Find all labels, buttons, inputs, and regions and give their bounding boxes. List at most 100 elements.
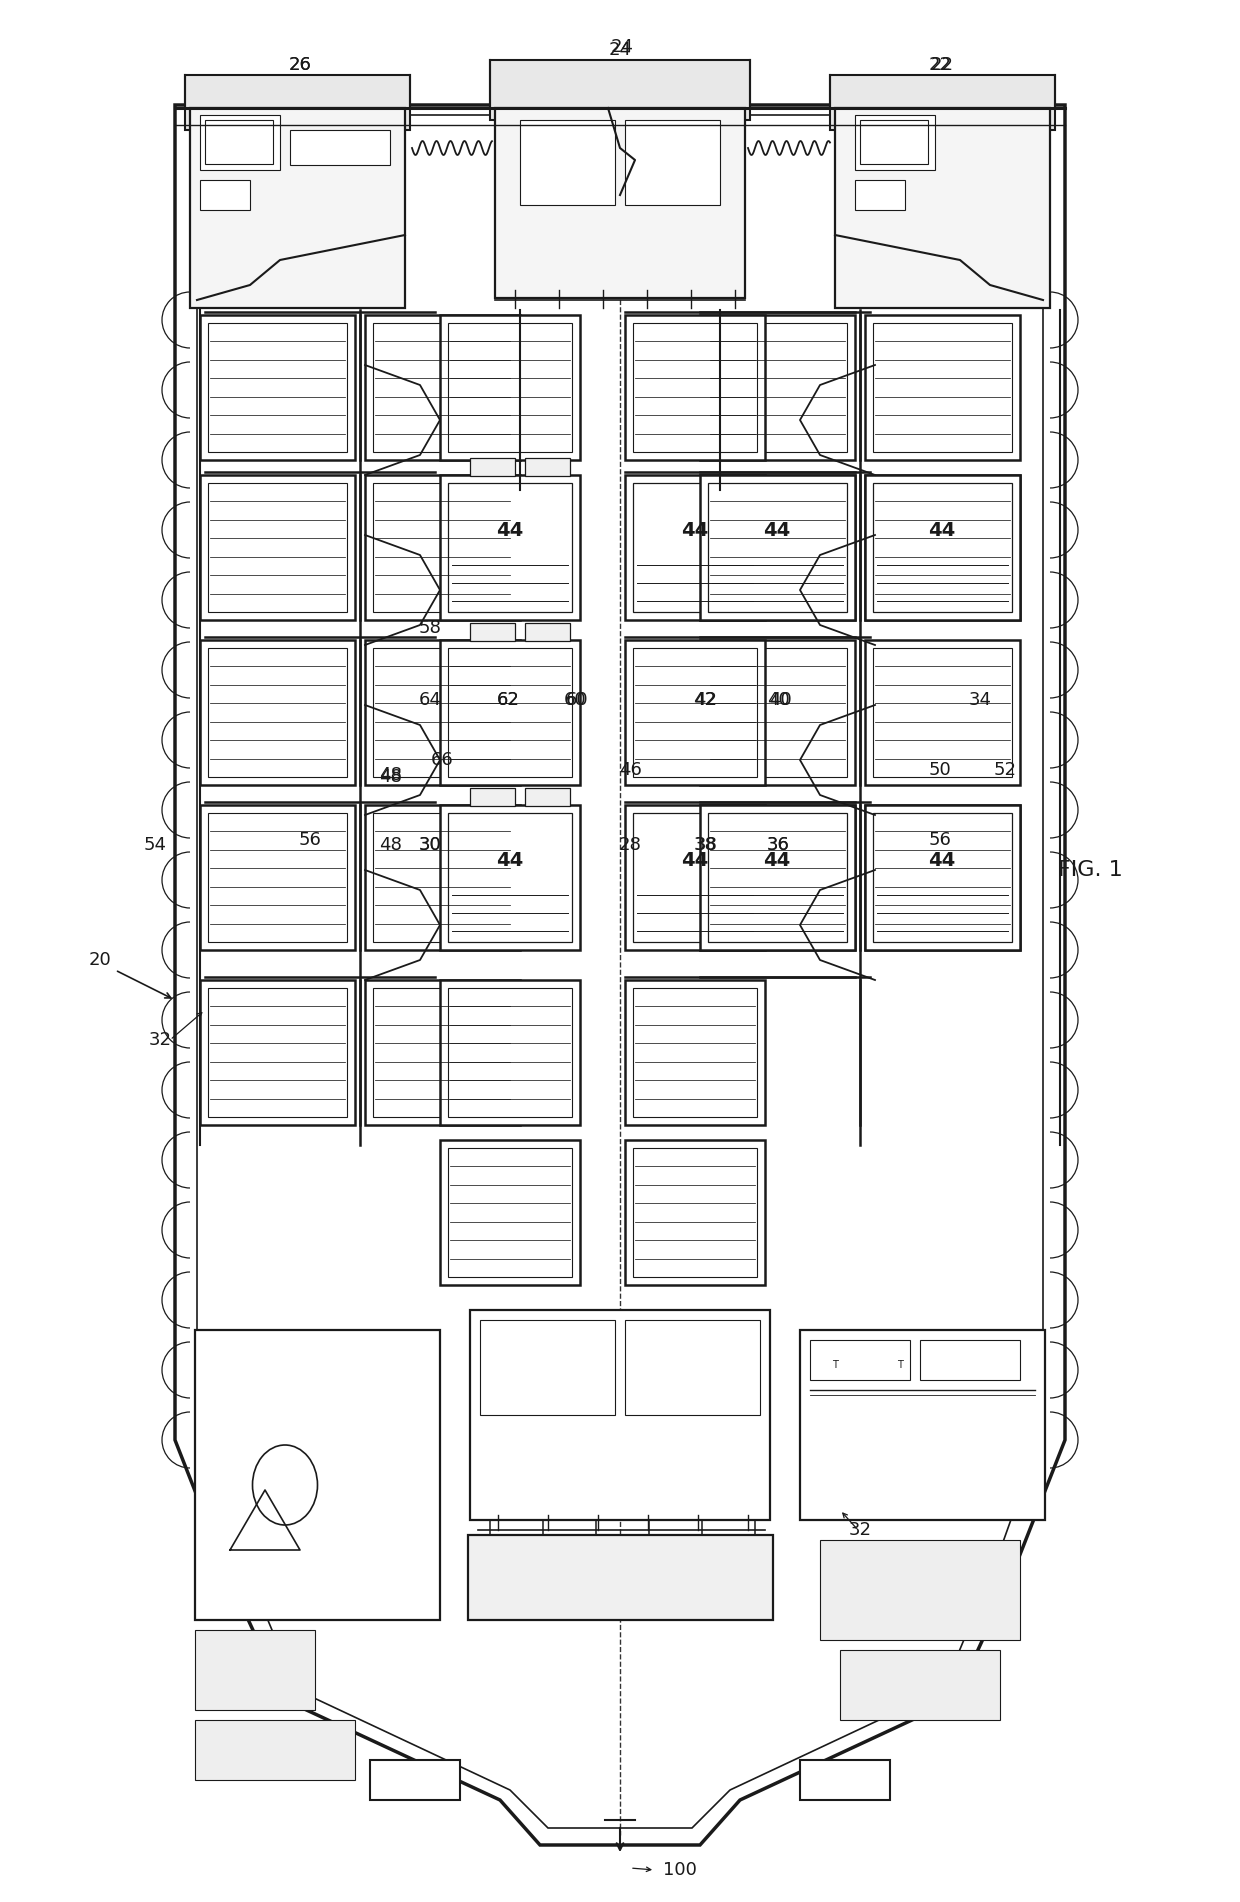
Bar [708,323,847,453]
Bar [920,1341,1021,1381]
Text: 58: 58 [419,618,441,637]
Text: 40: 40 [766,690,790,709]
Text: 44: 44 [496,521,523,540]
Bar [205,120,273,164]
Bar [365,980,520,1124]
Bar [470,1310,770,1520]
Bar [625,980,765,1124]
Text: 48: 48 [378,767,402,784]
Bar [200,476,355,620]
Text: 30: 30 [419,837,441,854]
Bar [873,483,1012,612]
Bar [208,987,347,1116]
Bar [490,61,750,120]
Bar [708,812,847,941]
Bar [200,181,250,209]
Text: T: T [832,1360,838,1369]
Bar [866,316,1021,460]
Bar [440,639,580,786]
Bar [373,483,512,612]
Bar [701,805,856,949]
Bar [208,812,347,941]
Text: 44: 44 [764,521,791,540]
Bar [873,483,1012,612]
Bar [625,476,765,620]
Bar [373,323,512,453]
Bar [866,476,1021,620]
Bar [866,805,1021,949]
Bar [866,639,1021,786]
Bar [830,74,1055,129]
Bar [525,458,570,476]
Bar [440,1139,580,1286]
Bar [856,181,905,209]
Bar [448,812,572,941]
Bar [625,316,765,460]
Bar [800,1329,1045,1520]
Text: 50: 50 [929,761,951,780]
Bar [866,476,1021,620]
Bar [701,639,856,786]
Bar [448,649,572,778]
Ellipse shape [253,1446,317,1525]
Text: 38: 38 [693,837,717,854]
Bar [632,987,756,1116]
Bar [208,483,347,612]
Bar [200,805,355,949]
Bar [208,649,347,778]
Text: 60: 60 [564,690,587,709]
Text: 62: 62 [496,690,520,709]
Bar [370,1759,460,1799]
Bar [365,805,520,949]
Bar [365,316,520,460]
Bar [625,639,765,786]
Bar [495,108,745,299]
Bar [365,639,520,786]
Bar [195,1719,355,1780]
Bar [185,74,410,129]
Bar [200,316,355,460]
Text: 20: 20 [88,951,112,968]
Bar [440,805,580,949]
Text: 32: 32 [149,1031,171,1050]
Bar [708,812,847,941]
Text: 48: 48 [378,768,402,786]
Bar [208,323,347,453]
Text: 28: 28 [619,837,641,854]
Text: T: T [897,1360,903,1369]
Bar [448,483,572,612]
Text: 54: 54 [144,837,166,854]
Text: 22: 22 [929,55,951,74]
Text: 26: 26 [289,55,311,74]
Bar [701,805,856,949]
Bar [480,1320,615,1415]
Text: 64: 64 [419,690,441,709]
Text: 44: 44 [929,850,956,869]
Text: 36: 36 [766,837,790,854]
Text: 34: 34 [968,690,992,709]
Bar [195,1329,440,1621]
Bar [800,1759,890,1799]
Bar [470,458,515,476]
Bar [835,108,1050,308]
Text: 38: 38 [694,837,718,854]
Text: 44: 44 [496,850,523,869]
Text: 44: 44 [764,850,791,869]
Text: 60: 60 [565,690,588,709]
Text: 44: 44 [929,521,956,540]
Bar [810,1341,910,1381]
Polygon shape [197,114,1043,1828]
Bar [632,1149,756,1276]
Bar [195,1630,315,1710]
Text: 52: 52 [993,761,1017,780]
Bar [200,639,355,786]
Text: 24: 24 [610,38,634,55]
Text: 48: 48 [378,837,402,854]
Bar [373,987,512,1116]
Bar [625,1139,765,1286]
Bar [632,812,756,941]
Bar [861,120,928,164]
Bar [373,812,512,941]
Bar [448,1149,572,1276]
Text: 62: 62 [496,690,520,709]
